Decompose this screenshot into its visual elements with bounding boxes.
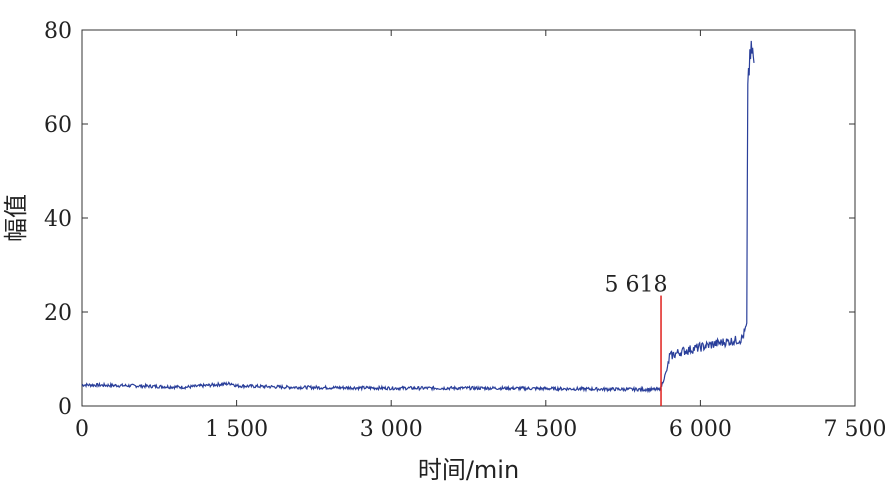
y-tick-label: 20 [44,301,72,326]
y-tick-label: 60 [44,113,72,138]
x-tick-label: 3 000 [360,417,423,442]
x-tick-label: 1 500 [205,417,268,442]
annotation-label: 5 618 [605,273,668,298]
x-tick-label: 7 500 [824,417,887,442]
axis-ticks [81,29,856,407]
x-tick-label: 6 000 [669,417,732,442]
y-tick-label: 0 [58,395,72,420]
x-axis-label: 时间/min [418,456,519,484]
y-axis-label: 幅值 [2,194,30,242]
y-tick-labels: 0 20 40 60 80 [44,19,72,420]
y-tick-label: 80 [44,19,72,44]
series-line [81,40,755,394]
x-tick-label: 4 500 [514,417,577,442]
y-tick-label: 40 [44,207,72,232]
plot-frame [81,29,856,407]
x-tick-label: 0 [75,417,89,442]
x-tick-labels: 0 1 500 3 000 4 500 6 000 7 500 [75,417,886,442]
